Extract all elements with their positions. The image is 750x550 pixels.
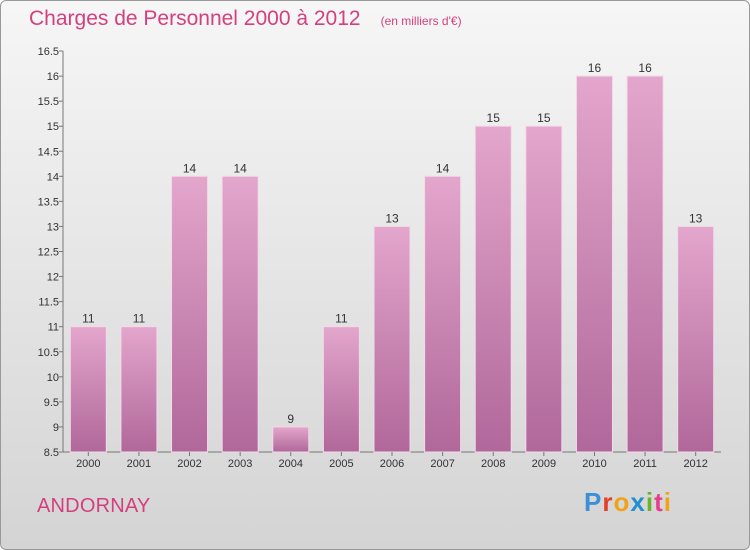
data-label-2012: 13 — [689, 211, 703, 225]
chart-data-labels: 11 11 14 14 9 11 13 14 15 15 16 16 13 — [82, 61, 703, 426]
bar-2002 — [171, 175, 209, 453]
y-tick-label: 15.5 — [38, 96, 59, 108]
bar-2011 — [626, 75, 664, 453]
logo-letter: x — [630, 487, 646, 517]
chart-bars — [69, 75, 715, 453]
y-tick-label: 11 — [48, 322, 59, 334]
bar-2012 — [677, 225, 715, 453]
logo-letter: i — [663, 487, 672, 517]
bar-2007 — [424, 175, 462, 453]
bar-2003 — [221, 175, 259, 453]
x-tick-label-2006: 2006 — [380, 458, 404, 470]
chart-title-block: Charges de Personnel 2000 à 2012 (en mill… — [29, 7, 462, 31]
chart-x-ticks: 2000 2001 2002 2003 2004 2005 2006 2007 2008 2009… — [76, 452, 708, 470]
bar-2005 — [322, 326, 360, 453]
x-tick-label-2010: 2010 — [582, 458, 606, 470]
y-tick-label: 8.5 — [44, 447, 59, 459]
data-label-2003: 14 — [233, 161, 247, 175]
bar-2006 — [373, 225, 411, 453]
y-tick-label: 10.5 — [38, 347, 59, 359]
x-tick-label-2004: 2004 — [279, 458, 303, 470]
x-tick-label-2003: 2003 — [228, 458, 252, 470]
x-tick-label-2001: 2001 — [127, 458, 151, 470]
data-label-2004: 9 — [287, 412, 294, 426]
bar-2008 — [474, 125, 512, 453]
chart-y-ticks: 8.5 9 9.5 10 10.5 11 11.5 12 12.5 13 13.5 14 14.5 15 1… — [38, 46, 63, 459]
data-label-2008: 15 — [487, 111, 501, 125]
x-tick-label-2008: 2008 — [481, 458, 505, 470]
data-label-2000: 11 — [82, 312, 95, 326]
x-tick-label-2002: 2002 — [177, 458, 201, 470]
data-label-2010: 16 — [588, 61, 602, 75]
logo-letter: r — [602, 487, 614, 517]
data-label-2005: 11 — [335, 312, 348, 326]
y-tick-label: 12.5 — [38, 247, 59, 259]
y-tick-label: 16 — [47, 71, 59, 83]
x-tick-label-2011: 2011 — [633, 458, 657, 470]
bar-2004 — [272, 426, 310, 453]
y-tick-label: 9 — [53, 422, 59, 434]
y-tick-label: 16.5 — [38, 46, 59, 58]
data-label-2009: 15 — [537, 111, 551, 125]
chart-title: Charges de Personnel 2000 à 2012 — [29, 7, 361, 30]
proxiti-logo: Proxiti — [584, 487, 672, 518]
logo-letter: i — [645, 487, 655, 517]
data-label-2001: 11 — [133, 312, 146, 326]
x-tick-label-2012: 2012 — [683, 458, 707, 470]
y-tick-label: 14.5 — [38, 146, 59, 158]
y-tick-label: 13 — [47, 221, 59, 233]
x-tick-label-2007: 2007 — [430, 458, 454, 470]
y-tick-label: 12 — [47, 272, 59, 284]
y-tick-label: 14 — [47, 171, 59, 183]
data-label-2006: 13 — [385, 211, 399, 225]
logo-letter: o — [613, 487, 631, 517]
x-tick-label-2000: 2000 — [76, 458, 100, 470]
y-tick-label: 15 — [47, 121, 59, 133]
chart-subtitle: (en milliers d'€) — [380, 14, 462, 28]
data-label-2007: 14 — [436, 161, 450, 175]
bar-2001 — [120, 326, 158, 453]
x-tick-label-2009: 2009 — [532, 458, 556, 470]
y-tick-label: 10 — [47, 372, 59, 384]
y-tick-label: 9.5 — [44, 397, 59, 409]
logo-letter: t — [654, 487, 664, 517]
bar-2009 — [525, 125, 563, 453]
y-tick-label: 13.5 — [38, 196, 59, 208]
bar-2010 — [575, 75, 613, 453]
town-name: ANDORNAY — [37, 495, 151, 517]
logo-letter: P — [584, 487, 603, 517]
x-tick-label-2005: 2005 — [329, 458, 353, 470]
y-tick-label: 11.5 — [38, 297, 59, 309]
bar-2000 — [69, 326, 107, 453]
data-label-2011: 16 — [638, 61, 652, 75]
data-label-2002: 14 — [183, 161, 197, 175]
